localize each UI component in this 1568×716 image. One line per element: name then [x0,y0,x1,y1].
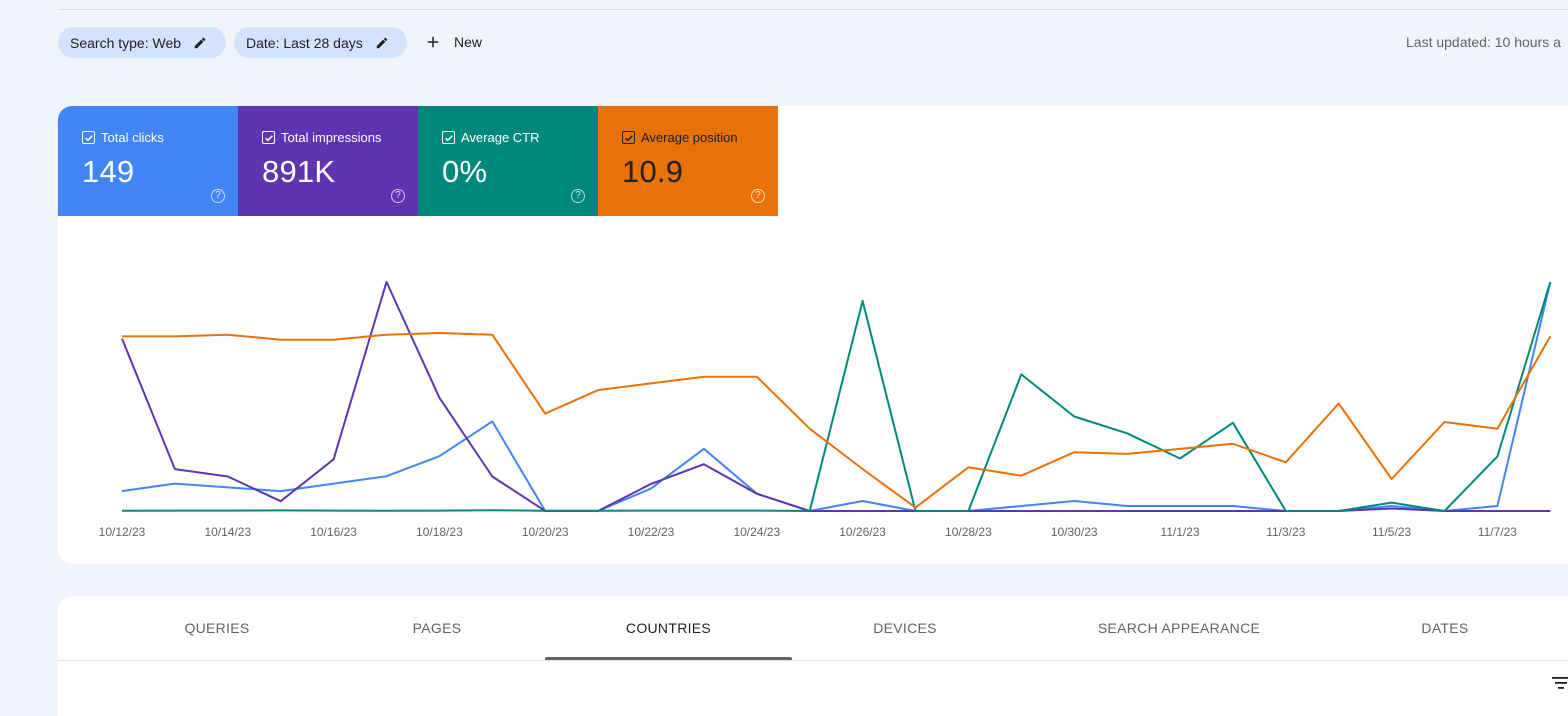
x-tick-label: 10/26/23 [839,525,886,539]
checkbox-checked-icon[interactable] [622,131,635,144]
checkbox-checked-icon[interactable] [442,131,455,144]
help-icon[interactable]: ? [391,189,405,203]
x-tick-label: 10/20/23 [522,525,569,539]
search-type-filter-chip[interactable]: Search type: Web [58,27,226,58]
tab-search-appearance[interactable]: SEARCH APPEARANCE [1097,620,1261,636]
x-tick-label: 10/16/23 [310,525,357,539]
series-line-ctr [121,281,1552,512]
tab-devices[interactable]: DEVICES [873,620,937,636]
checkbox-checked-icon[interactable] [262,131,275,144]
x-tick-label: 10/24/23 [733,525,780,539]
date-filter-chip[interactable]: Date: Last 28 days [234,27,407,58]
x-tick-label: 10/28/23 [945,525,992,539]
new-filter-label: New [454,34,483,50]
metric-average-ctr[interactable]: Average CTR 0% ? [418,106,598,216]
metric-total-clicks[interactable]: Total clicks 149 ? [58,106,238,216]
tab-dates[interactable]: DATES [1421,620,1469,636]
help-icon[interactable]: ? [571,189,585,203]
metric-label: Total impressions [281,130,382,145]
x-tick-label: 11/5/23 [1372,525,1411,539]
metric-value: 10.9 [622,154,684,189]
pencil-icon[interactable] [375,36,389,50]
series-line-impressions [121,281,1551,512]
series-line-position [122,332,1552,509]
metric-label: Average position [641,130,738,145]
metric-label: Total clicks [101,130,164,145]
top-divider [58,9,1568,10]
plus-icon [427,36,439,48]
tab-pages[interactable]: PAGES [412,620,462,636]
search-type-label: Search type: Web [70,34,182,51]
x-tick-label: 11/1/23 [1160,525,1199,539]
date-filter-label: Date: Last 28 days [246,34,363,51]
x-tick-label: 10/12/23 [99,525,146,539]
x-tick-label: 10/18/23 [416,525,463,539]
help-icon[interactable]: ? [751,189,765,203]
last-updated-text: Last updated: 10 hours a [1406,34,1561,50]
metric-label: Average CTR [461,130,540,145]
x-tick-label: 11/7/23 [1478,525,1517,539]
tabs-divider [58,660,1568,661]
metric-total-impressions[interactable]: Total impressions 891K ? [238,106,418,216]
dimension-tabs-card: QUERIES PAGES COUNTRIES DEVICES SEARCH A… [58,596,1568,716]
series-line-clicks [121,281,1552,512]
new-filter-button[interactable]: New [424,29,482,55]
performance-line-chart: 10/12/23 10/14/23 10/16/23 10/18/23 10/20/23… [99,281,1552,539]
filter-icon[interactable] [1552,676,1568,690]
tab-queries[interactable]: QUERIES [184,620,250,636]
x-tick-label: 10/14/23 [204,525,251,539]
x-tick-label: 10/30/23 [1051,525,1098,539]
metric-value: 891K [262,154,336,189]
metric-value: 0% [442,154,488,189]
x-tick-label: 10/22/23 [628,525,675,539]
pencil-icon[interactable] [193,36,207,50]
checkbox-checked-icon[interactable] [82,131,95,144]
metric-value: 149 [82,154,135,189]
help-icon[interactable]: ? [211,189,225,203]
tab-countries[interactable]: COUNTRIES [545,614,792,660]
performance-chart-card: 10/12/23 10/14/23 10/16/23 10/18/23 10/20/23… [58,106,1568,564]
x-tick-label: 11/3/23 [1266,525,1305,539]
metric-average-position[interactable]: Average position 10.9 ? [598,106,778,216]
active-tab-indicator [545,657,792,660]
